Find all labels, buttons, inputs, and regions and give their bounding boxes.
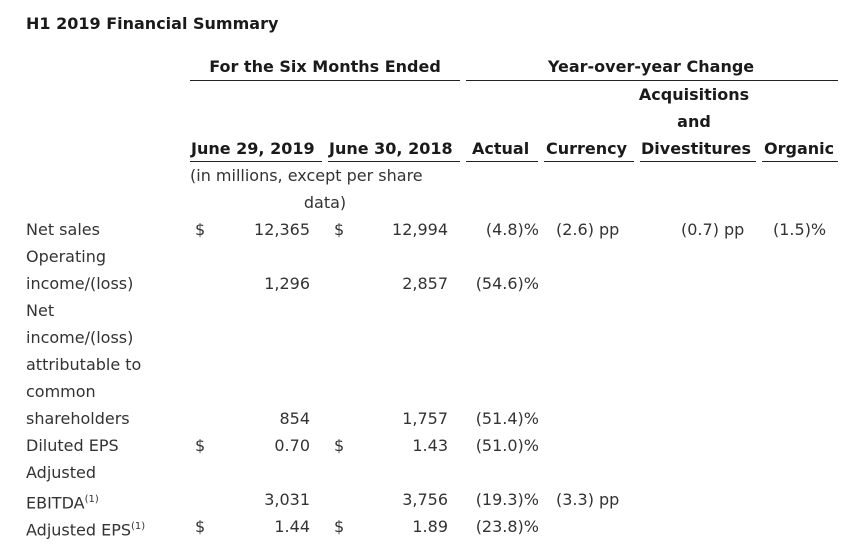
row-label-text: Adjusted EPS [26,520,132,540]
cell-operating-income-2018: 2,857 [402,274,448,293]
row-label-adjusted-ebitda: EBITDA(1) [26,490,99,513]
cell-net-sales-2018: 12,994 [392,220,448,239]
row-label-net-income: attributable to [26,355,142,374]
row-label-operating-income: income/(loss) [26,274,134,293]
cell-net-income-2019: 854 [279,409,310,428]
cell-adjusted-ebitda-currency: (3.3) pp [556,490,620,509]
cell-diluted-eps-actual: (51.0)% [475,436,539,455]
currency-symbol: $ [334,436,345,455]
currency-symbol: $ [334,220,345,239]
header-period-rule [190,80,460,81]
rule-currency [544,161,634,162]
header-acquisitions: Acquisitions [638,85,750,104]
cell-adjusted-ebitda-2018: 3,756 [402,490,448,509]
header-yoy-rule [466,80,838,81]
header-period-group: For the Six Months Ended [209,57,441,76]
units-note-line2: data) [303,193,347,212]
currency-symbol: $ [195,517,206,536]
footnote-marker: (1) [84,494,99,505]
header-organic: Organic [764,139,835,158]
cell-net-income-2018: 1,757 [402,409,448,428]
header-june-2018: June 30, 2018 [329,139,453,158]
cell-net-income-actual: (51.4)% [475,409,539,428]
cell-diluted-eps-2019: 0.70 [274,436,310,455]
row-label-net-income: Net [26,301,55,320]
currency-symbol: $ [195,220,206,239]
header-and: and [677,112,711,131]
cell-net-sales-actual: (4.8)% [485,220,539,239]
currency-symbol: $ [195,436,206,455]
cell-diluted-eps-2018: 1.43 [412,436,448,455]
cell-adjusted-eps-2018: 1.89 [412,517,448,536]
header-divestitures: Divestitures [641,139,752,158]
page-title: H1 2019 Financial Summary [26,14,279,33]
rule-2019 [190,161,322,162]
rule-actual [466,161,538,162]
row-label-adjusted-ebitda: Adjusted [26,463,97,482]
row-label-net-sales: Net sales [26,220,100,239]
cell-net-sales-acquisitions: (0.7) pp [681,220,745,239]
row-label-adjusted-eps: Adjusted EPS(1) [26,517,145,540]
row-label-diluted-eps: Diluted EPS [26,436,119,455]
cell-adjusted-ebitda-actual: (19.3)% [475,490,539,509]
header-actual: Actual [472,139,530,158]
cell-net-sales-organic: (1.5)% [773,220,827,239]
cell-net-sales-2019: 12,365 [254,220,310,239]
cell-adjusted-ebitda-2019: 3,031 [264,490,310,509]
row-label-text: EBITDA [26,493,85,513]
cell-operating-income-actual: (54.6)% [475,274,539,293]
cell-adjusted-eps-actual: (23.8)% [475,517,539,536]
row-label-net-income: shareholders [26,409,130,428]
rule-2018 [328,161,460,162]
header-june-2019: June 29, 2019 [191,139,315,158]
rule-organic [762,161,838,162]
rule-divestitures [640,161,756,162]
units-note-line1: (in millions, except per share [190,166,423,185]
cell-net-sales-currency: (2.6) pp [556,220,620,239]
cell-operating-income-2019: 1,296 [264,274,310,293]
header-currency: Currency [546,139,628,158]
cell-adjusted-eps-2019: 1.44 [274,517,310,536]
row-label-operating-income: Operating [26,247,106,266]
currency-symbol: $ [334,517,345,536]
header-yoy-group: Year-over-year Change [547,57,755,76]
footnote-marker: (1) [131,521,146,532]
row-label-net-income: income/(loss) [26,328,134,347]
row-label-net-income: common [26,382,96,401]
